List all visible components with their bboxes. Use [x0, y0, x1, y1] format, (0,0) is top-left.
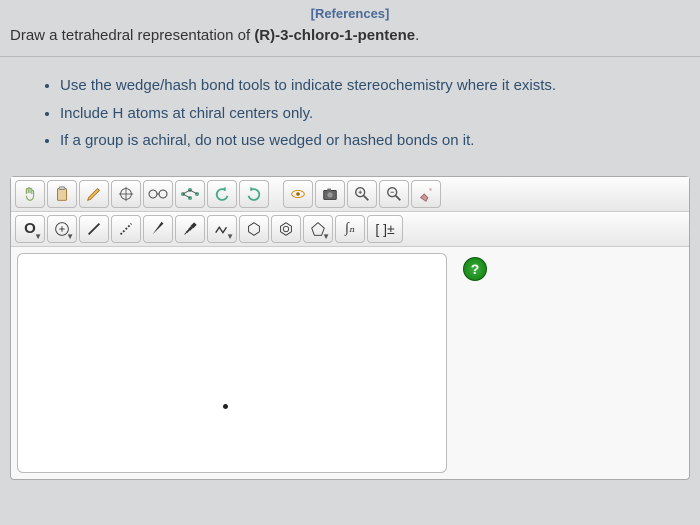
dropdown-caret-icon: ▼	[66, 232, 74, 241]
help-button[interactable]: ?	[463, 257, 487, 281]
view-button[interactable]	[143, 180, 173, 208]
dropdown-caret-icon: ▼	[34, 232, 42, 241]
ring-1-button[interactable]	[239, 215, 269, 243]
atom-picker-button[interactable]: O ▼	[15, 215, 45, 243]
wedge-bond-icon	[149, 220, 167, 238]
target-icon	[117, 185, 135, 203]
question-prompt: Draw a tetrahedral representation of (R)…	[0, 23, 700, 57]
zoom-out-button[interactable]	[379, 180, 409, 208]
hash-bond-icon	[181, 220, 199, 238]
snapshot-button[interactable]	[315, 180, 345, 208]
molecule-editor: O ▼ ▼ ▼ ▼	[10, 176, 690, 480]
pencil-icon	[85, 185, 103, 203]
instruction-item: Include H atoms at chiral centers only.	[60, 101, 680, 127]
sparkle-icon	[417, 185, 435, 203]
zoom-out-icon	[385, 185, 403, 203]
eye-icon	[289, 185, 307, 203]
target-button[interactable]	[111, 180, 141, 208]
camera-icon	[321, 185, 339, 203]
chain-button[interactable]: ▼	[207, 215, 237, 243]
inspect-button[interactable]	[283, 180, 313, 208]
undo-button[interactable]	[207, 180, 237, 208]
molecule-icon	[178, 185, 202, 203]
wedge-bond-button[interactable]	[143, 215, 173, 243]
glasses-icon	[147, 186, 169, 202]
question-suffix: .	[415, 27, 419, 44]
hash-bond-button[interactable]	[175, 215, 205, 243]
toolbar-row-1	[11, 177, 689, 212]
hand-tool-button[interactable]	[15, 180, 45, 208]
ring-icon	[245, 220, 263, 238]
ring-2-button[interactable]	[271, 215, 301, 243]
instruction-item: If a group is achiral, do not use wedged…	[60, 128, 680, 154]
drawing-canvas[interactable]	[17, 253, 447, 473]
bracket-button[interactable]: [ ]±	[367, 215, 403, 243]
zoom-in-icon	[353, 185, 371, 203]
dotted-bond-button[interactable]	[111, 215, 141, 243]
hand-icon	[21, 185, 39, 203]
benzene-icon	[277, 220, 295, 238]
dotted-bond-icon	[117, 220, 135, 238]
redo-button[interactable]	[239, 180, 269, 208]
question-prefix: Draw a tetrahedral representation of	[10, 27, 254, 44]
template-button[interactable]	[175, 180, 205, 208]
single-bond-icon	[85, 220, 103, 238]
clipboard-icon	[53, 185, 71, 203]
draw-tool-button[interactable]	[79, 180, 109, 208]
bracket-label: [ ]±	[375, 221, 394, 237]
question-compound: (R)-3-chloro-1-pentene	[254, 27, 415, 44]
canvas-dot	[223, 404, 228, 409]
clean-button[interactable]	[411, 180, 441, 208]
redo-icon	[245, 185, 263, 203]
instructions-block: Use the wedge/hash bond tools to indicat…	[0, 57, 700, 172]
single-bond-button[interactable]	[79, 215, 109, 243]
ring-3-button[interactable]: ▼	[303, 215, 333, 243]
references-link[interactable]: [References]	[0, 0, 700, 23]
integral-label: ∫ₙ	[345, 220, 355, 237]
canvas-area: ?	[11, 247, 689, 479]
zoom-in-button[interactable]	[347, 180, 377, 208]
integral-button[interactable]: ∫ₙ	[335, 215, 365, 243]
undo-icon	[213, 185, 231, 203]
clipboard-button[interactable]	[47, 180, 77, 208]
charge-button[interactable]: ▼	[47, 215, 77, 243]
dropdown-caret-icon: ▼	[226, 232, 234, 241]
dropdown-caret-icon: ▼	[322, 232, 330, 241]
toolbar-row-2: O ▼ ▼ ▼ ▼	[11, 212, 689, 247]
instruction-item: Use the wedge/hash bond tools to indicat…	[60, 73, 680, 99]
